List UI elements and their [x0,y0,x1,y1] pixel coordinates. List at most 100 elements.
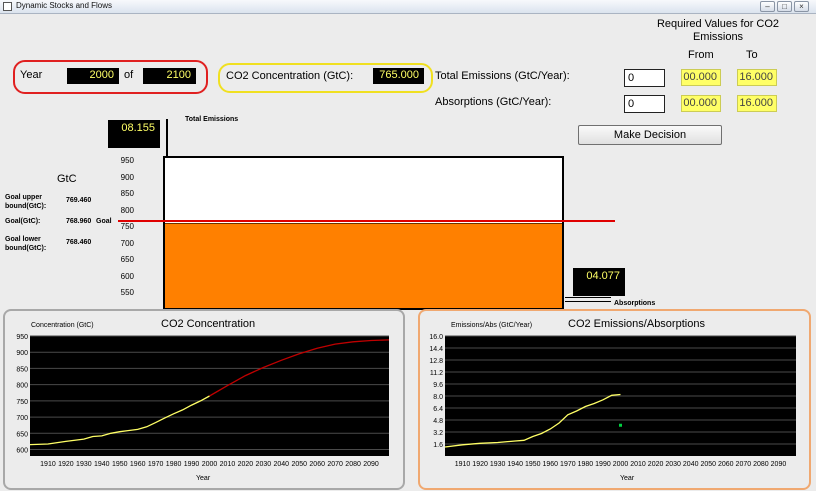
x-tick-label: 2010 [630,461,646,468]
series-line [444,393,621,448]
absorptions-value: 04.077 [573,268,625,296]
tank-scale-tick: 750 [120,222,134,232]
x-tick-label: 2000 [202,461,218,468]
tank-scale-tick: 600 [120,271,134,281]
total-emissions-to: 16.000 [737,69,777,86]
y-tick-label: 850 [16,366,28,373]
x-tick-label: 1920 [58,461,74,468]
y-tick-label: 14.4 [429,346,443,353]
y-tick-label: 4.8 [433,418,443,425]
x-tick-label: 1960 [130,461,146,468]
goal-value: 768.960 [66,218,92,225]
x-tick-label: 2080 [345,461,361,468]
x-tick-label: 1910 [455,461,471,468]
y-tick-label: 900 [16,350,28,357]
total-emissions-input[interactable] [624,69,665,87]
make-decision-button[interactable]: Make Decision [578,125,722,145]
y-tick-label: 750 [16,399,28,406]
total-emissions-from: 00.000 [681,69,721,86]
from-header: From [688,49,714,61]
close-button[interactable]: × [794,1,809,12]
x-tick-label: 1940 [94,461,110,468]
x-tick-label: 2060 [309,461,325,468]
emissions-chart-title: CO2 Emissions/Absorptions [568,318,705,330]
y-tick-label: 16.0 [429,334,443,341]
y-tick-label: 700 [16,415,28,422]
y-tick-label: 600 [16,448,28,455]
tank-scale-tick: 850 [120,189,134,199]
year-label: Year [20,69,43,81]
x-tick-label: 2020 [238,461,254,468]
y-tick-label: 1.6 [433,442,443,449]
x-tick-label: 1970 [148,461,164,468]
to-header: To [746,49,758,61]
goal-upper-label: Goal upper bound(GtC): [5,194,47,210]
concentration-chart-ylabel: Concentration (GtC) [31,322,94,329]
minimize-button[interactable]: – [760,1,775,12]
goal-lower-value: 768.460 [66,239,92,246]
concentration-chart-xlabel: Year [196,475,211,482]
absorptions-outflow-pipe [565,297,611,302]
tank-unit-label: GtC [57,173,77,185]
of-label: of [124,69,134,81]
x-tick-label: 2000 [613,461,629,468]
x-tick-label: 1910 [40,461,56,468]
x-tick-label: 2050 [700,461,716,468]
data-point [619,423,622,427]
x-tick-label: 1980 [166,461,182,468]
end-year-display: 2100 [143,68,196,84]
goal-marker-label: Goal [96,218,112,225]
x-tick-label: 2080 [753,461,769,468]
x-tick-label: 1920 [472,461,488,468]
goal-upper-value: 769.460 [66,197,92,204]
x-tick-label: 1990 [184,461,200,468]
total-emissions-value: 08.155 [108,120,160,148]
concentration-group [218,63,433,93]
total-emissions-label: Total Emissions (GtC/Year): [435,70,570,82]
x-tick-label: 2090 [771,461,787,468]
x-tick-label: 1930 [490,461,506,468]
tank-scale-tick: 650 [120,255,134,265]
tank-scale-tick: 900 [120,172,134,182]
y-tick-label: 3.2 [433,430,443,437]
window-title: Dynamic Stocks and Flows [16,1,113,10]
concentration-label: CO2 Concentration (GtC): [226,70,354,82]
tank-scale-tick: 550 [120,288,134,298]
y-tick-label: 650 [16,431,28,438]
emissions-chart-panel [418,309,811,490]
absorptions-input[interactable] [624,95,665,113]
x-tick-label: 2040 [683,461,699,468]
goal-lower-label: Goal lower bound(GtC): [5,236,47,252]
emissions-chart-xlabel: Year [620,475,635,482]
absorptions-from: 00.000 [681,95,721,112]
y-tick-label: 8.0 [433,394,443,401]
x-tick-label: 1980 [578,461,594,468]
series-line [209,339,390,397]
x-tick-label: 2030 [665,461,681,468]
concentration-chart: 600 650 700 750 800 850 900 950 1910 1920 1930 1940… [16,334,390,468]
concentration-value: 765.000 [373,68,424,84]
emissions-chart-ylabel: Emissions/Abs (GtC/Year) [451,322,533,329]
x-tick-label: 2010 [220,461,236,468]
app-icon [3,2,12,11]
y-tick-label: 11.2 [430,370,443,377]
tank-scale-tick: 700 [120,238,134,248]
x-tick-label: 1990 [595,461,611,468]
maximize-button[interactable]: □ [777,1,792,12]
x-tick-label: 1950 [525,461,541,468]
x-tick-label: 2090 [363,461,379,468]
x-tick-label: 1930 [76,461,92,468]
x-tick-label: 1970 [560,461,576,468]
absorptions-label: Absorptions (GtC/Year): [435,96,552,108]
x-tick-label: 2070 [327,461,343,468]
co2-tank [163,156,564,310]
x-tick-label: 1960 [543,461,559,468]
x-tick-label: 2060 [718,461,734,468]
x-tick-label: 2050 [291,461,307,468]
tank-scale-tick: 950 [120,155,134,165]
y-tick-label: 9.6 [433,382,443,389]
series-line [29,395,210,446]
current-year-display: 2000 [67,68,119,84]
tank-scale-tick: 800 [120,205,134,215]
